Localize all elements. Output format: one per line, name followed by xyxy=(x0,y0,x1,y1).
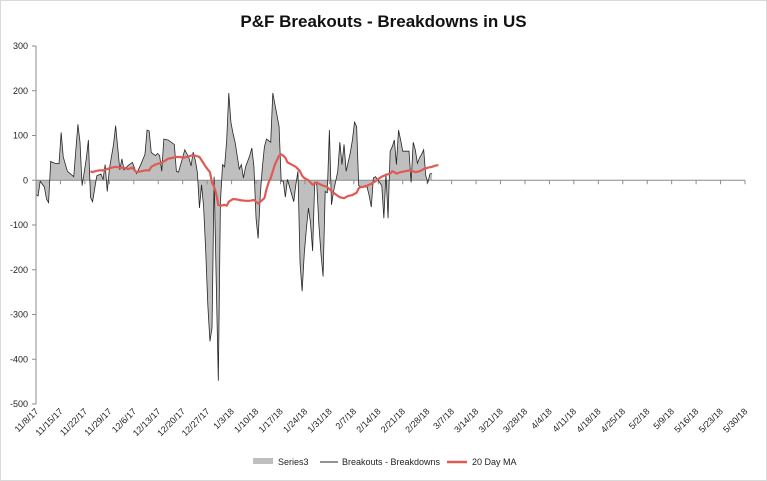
y-tick-label: -300 xyxy=(10,310,28,320)
x-tick-label: 4/11/18 xyxy=(550,406,578,434)
legend-swatch-area xyxy=(253,458,273,464)
x-tick-label: 5/23/18 xyxy=(697,406,725,434)
x-tick-label: 3/28/18 xyxy=(501,406,529,434)
x-tick-label: 1/17/18 xyxy=(257,406,285,434)
x-tick-label: 4/25/18 xyxy=(599,406,627,434)
x-tick-label: 5/2/18 xyxy=(627,406,652,431)
series-line xyxy=(35,92,433,381)
x-tick-label: 2/28/18 xyxy=(403,406,431,434)
x-tick-label: 3/21/18 xyxy=(477,406,505,434)
y-tick-label: 300 xyxy=(13,41,28,51)
x-tick-label: 1/24/18 xyxy=(281,406,309,434)
legend-label-area: Series3 xyxy=(278,457,309,467)
y-tick-label: 100 xyxy=(13,131,28,141)
y-tick-label: 200 xyxy=(13,86,28,96)
y-axis: 300 200 100 0 -100 -200 -300 -400 -500 xyxy=(10,41,37,409)
y-tick-label: -500 xyxy=(10,399,28,409)
x-tick-label: 11/29/17 xyxy=(82,406,113,437)
x-tick-label: 4/18/18 xyxy=(574,406,602,434)
y-tick-label: 0 xyxy=(23,175,28,185)
legend: Series3 Breakouts - Breakdowns 20 Day MA xyxy=(253,457,517,467)
legend-label-line: Breakouts - Breakdowns xyxy=(342,457,441,467)
x-tick-label: 1/10/18 xyxy=(232,406,260,434)
y-tick-label: -200 xyxy=(10,265,28,275)
chart-title: P&F Breakouts - Breakdowns in US xyxy=(240,12,527,31)
legend-label-ma: 20 Day MA xyxy=(472,457,517,467)
x-tick-label: 5/30/18 xyxy=(721,406,749,434)
x-tick-label: 1/31/18 xyxy=(305,406,333,434)
x-tick-label: 2/21/18 xyxy=(379,406,407,434)
series-area xyxy=(36,92,433,381)
x-tick-label: 5/16/18 xyxy=(672,406,700,434)
x-tick-label: 3/14/18 xyxy=(452,406,480,434)
plot-area xyxy=(35,92,746,381)
y-tick-label: -100 xyxy=(10,220,28,230)
x-axis: 11/8/1711/15/1711/22/1711/29/1712/6/1712… xyxy=(13,406,750,438)
y-tick-label: -400 xyxy=(10,354,28,364)
x-tick-label: 2/14/18 xyxy=(354,406,382,434)
series-ma xyxy=(90,153,439,207)
